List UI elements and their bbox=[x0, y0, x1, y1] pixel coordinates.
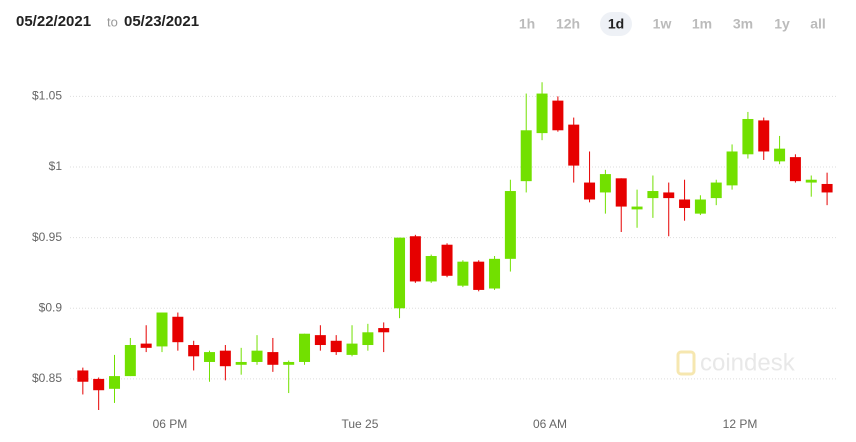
x-tick-label: 06 AM bbox=[533, 417, 567, 431]
interval-button[interactable]: 1d bbox=[608, 16, 624, 32]
candle-body bbox=[489, 258, 501, 289]
logo-watermark: coindesk bbox=[676, 349, 796, 376]
candle-body bbox=[140, 343, 152, 348]
logo-icon bbox=[676, 350, 696, 376]
candle-body bbox=[774, 148, 786, 162]
y-tick-label: $0.85 bbox=[32, 371, 62, 385]
candle-body bbox=[299, 333, 311, 362]
candle-body bbox=[441, 244, 453, 276]
interval-button[interactable]: 1w bbox=[653, 16, 672, 32]
x-tick-label: 12 PM bbox=[723, 417, 758, 431]
candle-body bbox=[283, 361, 295, 365]
candle-body bbox=[124, 345, 136, 377]
candle-body bbox=[330, 340, 342, 353]
range-to: 05/23/2021 bbox=[124, 13, 199, 30]
candle-body bbox=[631, 206, 643, 210]
y-tick-label: $1.05 bbox=[32, 89, 62, 103]
candle-body bbox=[599, 174, 611, 193]
candle-body bbox=[568, 124, 580, 166]
candle-body bbox=[378, 328, 390, 333]
candle-body bbox=[504, 191, 516, 259]
candle-body bbox=[219, 350, 231, 367]
candle-body bbox=[520, 130, 532, 182]
interval-button[interactable]: 1y bbox=[774, 16, 790, 32]
candle-body bbox=[710, 182, 722, 199]
candle-body bbox=[694, 199, 706, 214]
candle-body bbox=[473, 261, 485, 290]
candle-body bbox=[267, 352, 279, 365]
candle-body bbox=[457, 261, 469, 286]
candle-body bbox=[679, 199, 691, 208]
candle-body bbox=[615, 178, 627, 207]
range-from: 05/22/2021 bbox=[16, 13, 91, 30]
candle-body bbox=[156, 312, 168, 347]
candle-body bbox=[789, 157, 801, 182]
candle-body bbox=[77, 370, 89, 382]
candle-body bbox=[394, 237, 406, 309]
candle-body bbox=[584, 182, 596, 200]
candle-body bbox=[235, 361, 247, 365]
candle-body bbox=[362, 332, 374, 346]
candle-body bbox=[647, 191, 659, 199]
candle-body bbox=[172, 316, 184, 343]
candle-body bbox=[821, 183, 833, 193]
candle-body bbox=[346, 343, 358, 355]
candle-body bbox=[314, 335, 326, 346]
candle-body bbox=[552, 100, 564, 131]
candle-body bbox=[425, 256, 437, 282]
candle-body bbox=[742, 118, 754, 155]
candle-body bbox=[204, 352, 216, 362]
y-tick-label: $1 bbox=[49, 159, 63, 173]
candle-body bbox=[805, 179, 817, 183]
y-tick-label: $0.9 bbox=[39, 300, 63, 314]
active-interval-bg bbox=[600, 12, 632, 36]
logo-text: coindesk bbox=[700, 349, 796, 376]
candle-body bbox=[409, 236, 421, 282]
y-tick-label: $0.95 bbox=[32, 230, 62, 244]
candle-body bbox=[188, 345, 200, 357]
x-tick-label: 06 PM bbox=[153, 417, 188, 431]
candle-body bbox=[251, 350, 263, 362]
candle-body bbox=[109, 376, 121, 389]
interval-button[interactable]: 1m bbox=[692, 16, 712, 32]
x-tick-label: Tue 25 bbox=[341, 417, 378, 431]
range-separator: to bbox=[107, 14, 118, 29]
interval-button[interactable]: 1h bbox=[519, 16, 535, 32]
candle-body bbox=[663, 192, 675, 199]
interval-button[interactable]: all bbox=[810, 16, 826, 32]
interval-button[interactable]: 12h bbox=[556, 16, 580, 32]
candle-body bbox=[726, 151, 738, 186]
candle-body bbox=[93, 378, 105, 391]
candle-body bbox=[536, 93, 548, 134]
interval-button[interactable]: 3m bbox=[733, 16, 753, 32]
candle-body bbox=[758, 120, 770, 152]
